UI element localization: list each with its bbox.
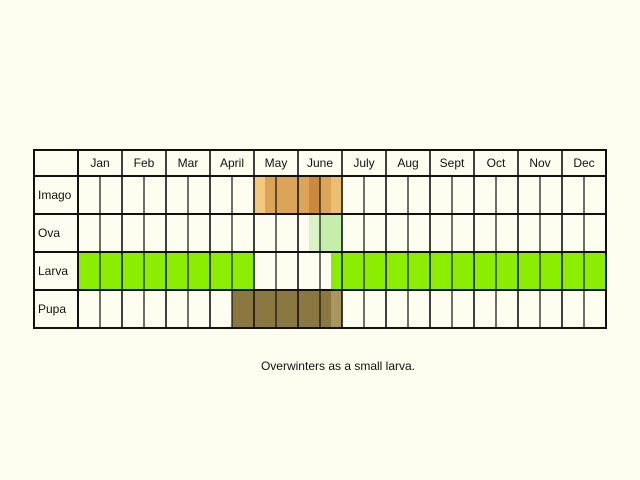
month-label: Mar	[178, 156, 199, 170]
stage-label-ova: Ova	[38, 226, 60, 240]
period-bar-ova-1	[320, 214, 342, 252]
period-bar-imago-3	[331, 176, 342, 214]
month-label: Jan	[90, 156, 109, 170]
stage-label-pupa: Pupa	[38, 302, 66, 316]
period-bar-imago-0	[254, 176, 265, 214]
grid-lines	[33, 149, 607, 329]
month-label: July	[353, 156, 374, 170]
month-label: Aug	[397, 156, 418, 170]
month-label: Oct	[487, 156, 506, 170]
month-header: Jan Feb Mar April May June July Aug Sept Oct Nov De…	[90, 156, 594, 170]
period-bar-imago-2	[309, 176, 320, 214]
period-bars	[78, 176, 606, 328]
caption: Overwinters as a small larva.	[260, 359, 416, 373]
month-label: April	[220, 156, 244, 170]
period-bar-pupa-1	[331, 290, 342, 328]
month-label: Sept	[440, 156, 465, 170]
period-bar-ova-0	[309, 214, 320, 252]
month-label: Nov	[529, 156, 550, 170]
month-label: Dec	[573, 156, 594, 170]
stage-labels: Imago Ova Larva Pupa	[38, 188, 72, 316]
month-label: June	[307, 156, 333, 170]
stage-label-imago: Imago	[38, 188, 72, 202]
stage-label-larva: Larva	[38, 264, 68, 278]
month-label: May	[265, 156, 288, 170]
period-bar-larva-1	[331, 252, 606, 290]
month-label: Feb	[134, 156, 155, 170]
period-bar-pupa-0	[232, 290, 331, 328]
